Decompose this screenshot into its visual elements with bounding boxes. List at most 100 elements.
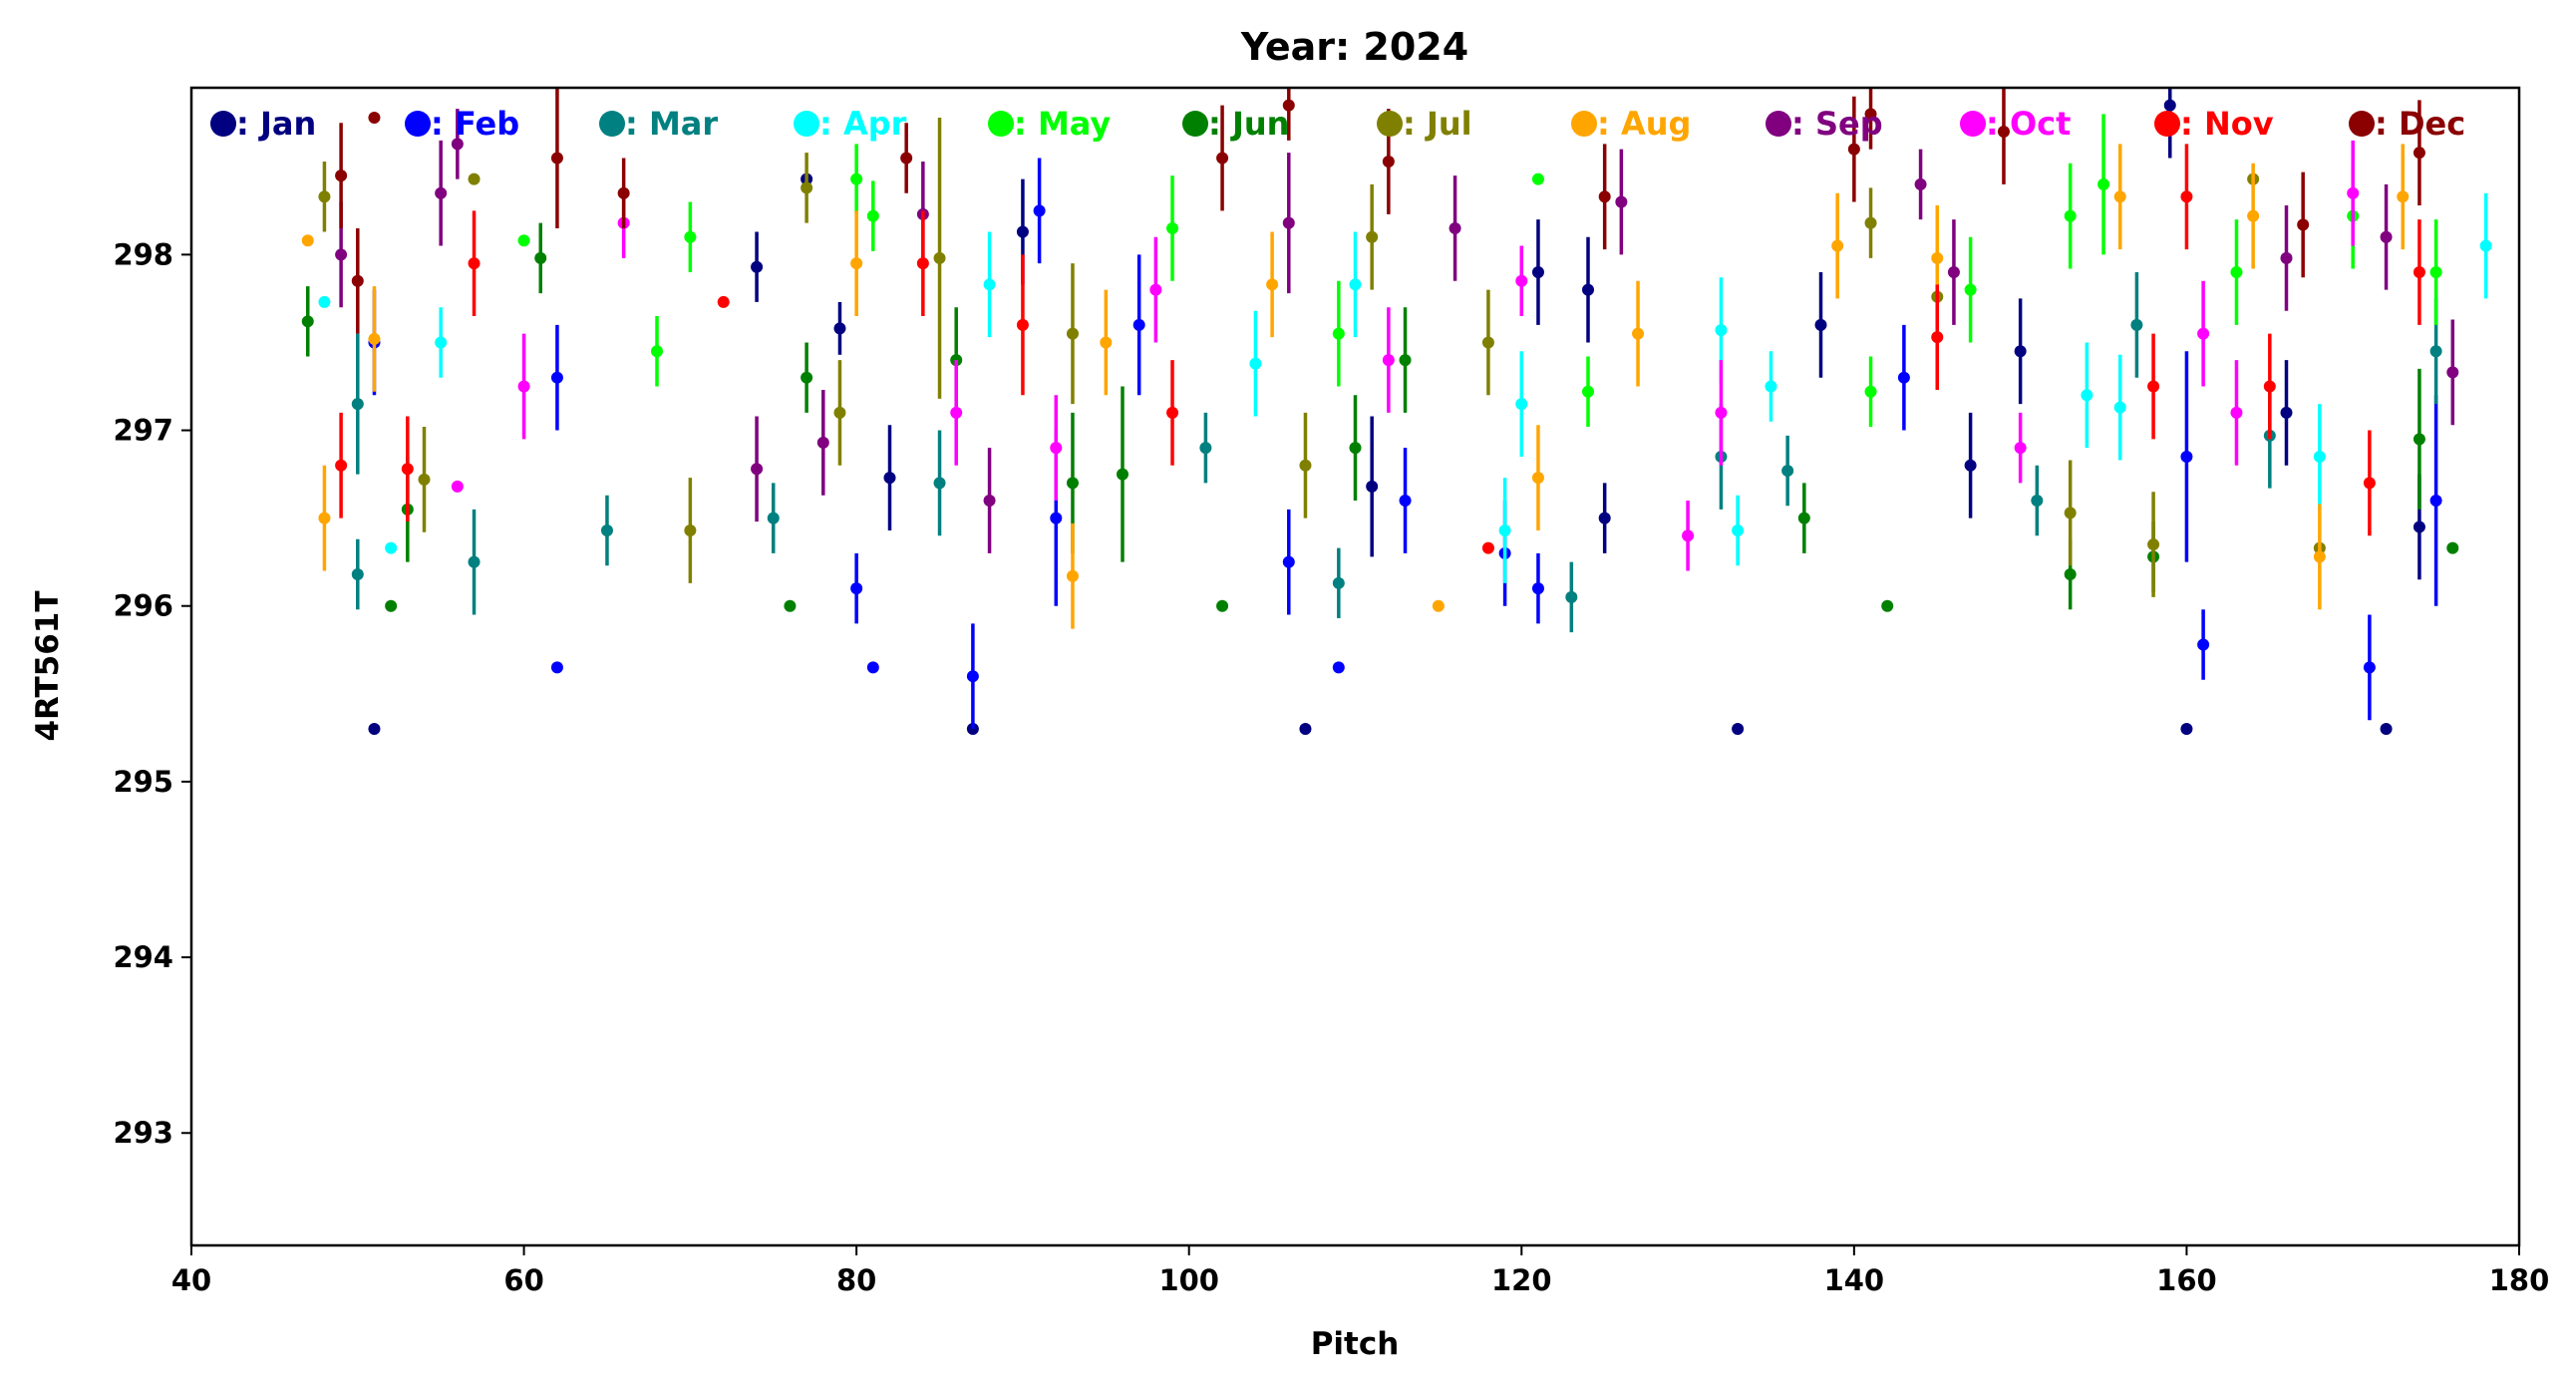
data-point [2313,450,2326,463]
data-point [2014,442,2027,455]
data-point [1249,357,1262,370]
data-point [517,380,530,393]
data-point [2064,568,2077,581]
data-point [2363,661,2376,674]
data-point [1864,108,1877,121]
data-point [1399,354,1412,367]
data-point [900,152,913,165]
data-point [318,190,331,203]
data-point [2197,327,2210,340]
data-point [335,248,348,261]
data-point [1149,283,1162,296]
data-point [2147,538,2160,551]
data-point [1366,230,1379,243]
data-point [301,234,314,247]
data-point [2081,389,2093,402]
data-point [1947,265,1960,278]
data-point [651,345,663,358]
data-point [1914,177,1927,190]
data-point [1881,599,1894,612]
data-point [1582,283,1594,296]
legend-item-nov: : Nov [2154,105,2274,143]
data-point [2230,406,2243,419]
y-tick-label: 295 [113,765,173,799]
data-point [1266,278,1279,291]
legend-item-may: : May [988,105,1111,143]
data-point [385,599,398,612]
legend-label: : Sep [1791,105,1883,143]
x-tick-label: 60 [503,1263,543,1297]
data-point [833,322,846,335]
data-point [717,295,730,308]
data-point [534,251,547,264]
legend-item-dec: : Dec [2349,105,2465,143]
data-point [2347,186,2360,199]
series-sep [335,109,2459,553]
data-point [451,480,464,493]
data-point [1382,354,1395,367]
data-point [1016,225,1029,238]
series-jul [318,117,2326,597]
data-point [1382,155,1395,168]
data-point [1964,283,1977,296]
data-point [1615,195,1628,208]
data-point [451,138,464,151]
data-point [1765,380,1777,393]
data-point [368,723,381,736]
data-point [2280,251,2293,264]
data-point [335,170,348,182]
data-point [2014,345,2027,358]
data-point [2180,723,2193,736]
data-point [2247,209,2260,222]
data-point [550,152,563,165]
data-point [2280,406,2293,419]
data-point [1100,336,1113,349]
data-point [1216,152,1229,165]
data-point [1481,336,1494,349]
data-point [1498,523,1511,536]
legend-marker-icon [1377,111,1403,137]
data-point [2097,177,2110,190]
data-point [2429,495,2442,508]
data-point [2429,265,2442,278]
legend-label: : Jul [1403,105,1472,143]
x-axis: 40 60 80 100 120 140 160 180 [171,1245,2549,1297]
y-tick-label: 298 [113,237,173,271]
data-point [2413,265,2425,278]
data-point [1831,239,1844,252]
data-point [1632,327,1645,340]
data-point [2147,380,2160,393]
y-tick-label: 293 [113,1116,173,1150]
plot-frame [189,86,2521,1247]
data-point [617,186,630,199]
y-tick-label: 294 [113,940,173,974]
data-point [2479,239,2492,252]
legend-item-jan: : Jan [210,105,316,143]
legend-label: : Dec [2375,105,2465,143]
data-point [933,477,946,490]
data-point [1282,99,1295,112]
data-point [933,251,946,264]
data-point [351,274,364,287]
data-point [1797,512,1810,524]
data-point [600,523,613,536]
data-point [368,332,381,345]
data-point [1515,398,1528,411]
x-tick-label: 40 [171,1263,211,1297]
data-point [1598,190,1611,203]
legend-marker-icon [405,111,431,137]
data-point [850,173,863,185]
data-point [1531,173,1544,185]
y-tick-label: 296 [113,589,173,623]
data-point [1016,318,1029,331]
data-point [816,436,829,449]
data-point [2297,218,2310,231]
data-marks [301,88,2492,736]
data-point [2130,318,2143,331]
data-point [1050,442,1063,455]
data-point [2113,401,2126,414]
legend-marker-icon [2154,111,2180,137]
data-point [318,512,331,524]
legend-marker-icon [1182,111,1208,137]
